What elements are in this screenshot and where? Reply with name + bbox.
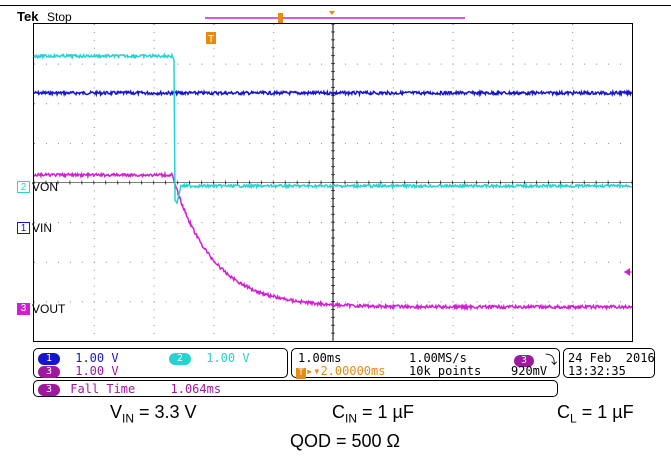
measurement-badge: 3 — [38, 383, 60, 396]
logo-ek: ek — [23, 9, 39, 24]
graticule-grid — [33, 23, 633, 341]
ch1-trace — [33, 88, 633, 98]
date: 24 Feb 2016 — [568, 351, 655, 365]
timebase-panel[interactable]: 1.00ms 1.00MS/s T ▸▾2.00000ms 10k points … — [291, 348, 560, 379]
ch1-scale-badge: 1 — [38, 352, 60, 365]
datetime-panel: 24 Feb 2016 13:32:35 — [563, 348, 655, 378]
trigger-position-top-icon — [329, 11, 335, 15]
ch2-badge: 2 — [17, 181, 30, 193]
ch3-badge: 3 — [17, 303, 30, 315]
trigger-slope-icon: ⤵ — [545, 353, 558, 367]
caption-cl: CL = 1 µF — [557, 402, 634, 426]
caption-vin: VIN = 3.3 V — [110, 402, 197, 426]
ch2-scale: 1.00 V — [206, 351, 250, 365]
ch1-scale: 1.00 V — [75, 351, 119, 365]
ch1-badge: 1 — [17, 222, 30, 234]
trigger-delay-row: T ▸▾2.00000ms — [296, 364, 385, 379]
ch1-scale-row: 1 1.00 V — [38, 351, 119, 365]
trigger-level: 920mV — [511, 364, 548, 378]
record-length: 10k points — [409, 364, 482, 378]
sample-rate: 1.00MS/s — [409, 351, 467, 365]
ch3-trace — [34, 170, 633, 312]
record-view-marker — [278, 13, 283, 24]
caption-qod: QOD = 500 Ω — [290, 431, 401, 451]
measurement-label: Fall Time — [70, 382, 136, 396]
scope-display: T — [0, 5, 671, 342]
channel-label-von: 2 VON — [17, 180, 58, 194]
ch2-name: VON — [32, 180, 59, 194]
trigger-delay: ▸▾2.00000ms — [306, 364, 386, 378]
ch1-name: VIN — [32, 221, 53, 235]
measurement-value: 1.064ms — [170, 382, 222, 396]
ch3-scale-badge: 3 — [38, 365, 60, 378]
trigger-delay-badge: T — [296, 368, 306, 379]
time: 13:32:35 — [568, 364, 626, 378]
trigger-marker-label: T — [208, 34, 214, 45]
ch3-name: VOUT — [32, 302, 66, 316]
trigger-source-row: 3 ⤵ — [514, 351, 557, 368]
trigger-source-badge: 3 — [514, 354, 534, 367]
timebase-scale: 1.00ms — [298, 351, 342, 365]
channel-label-vin: 1 VIN — [17, 221, 52, 235]
caption-cin: CIN = 1 µF — [332, 402, 414, 426]
ch2-trace — [33, 52, 632, 205]
acquisition-status: Stop — [47, 10, 72, 24]
trigger-marker-icon — [206, 32, 216, 44]
channel-scale-panel[interactable]: 1 1.00 V 2 1.00 V 3 1.00 V — [33, 348, 288, 378]
measurement-panel[interactable]: 3 Fall Time 1.064ms — [33, 380, 558, 397]
ch3-scale-row: 3 1.00 V — [38, 364, 119, 378]
ch2-scale-row: 2 1.00 V — [169, 351, 250, 365]
channel-label-vout: 3 VOUT — [17, 302, 65, 316]
fall-time-measurement: 3 Fall Time 1.064ms — [38, 382, 221, 396]
ch3-scale: 1.00 V — [75, 364, 119, 378]
ch2-scale-badge: 2 — [169, 352, 191, 365]
tek-logo: Tek — [17, 9, 38, 24]
logo-t: T — [17, 9, 24, 24]
